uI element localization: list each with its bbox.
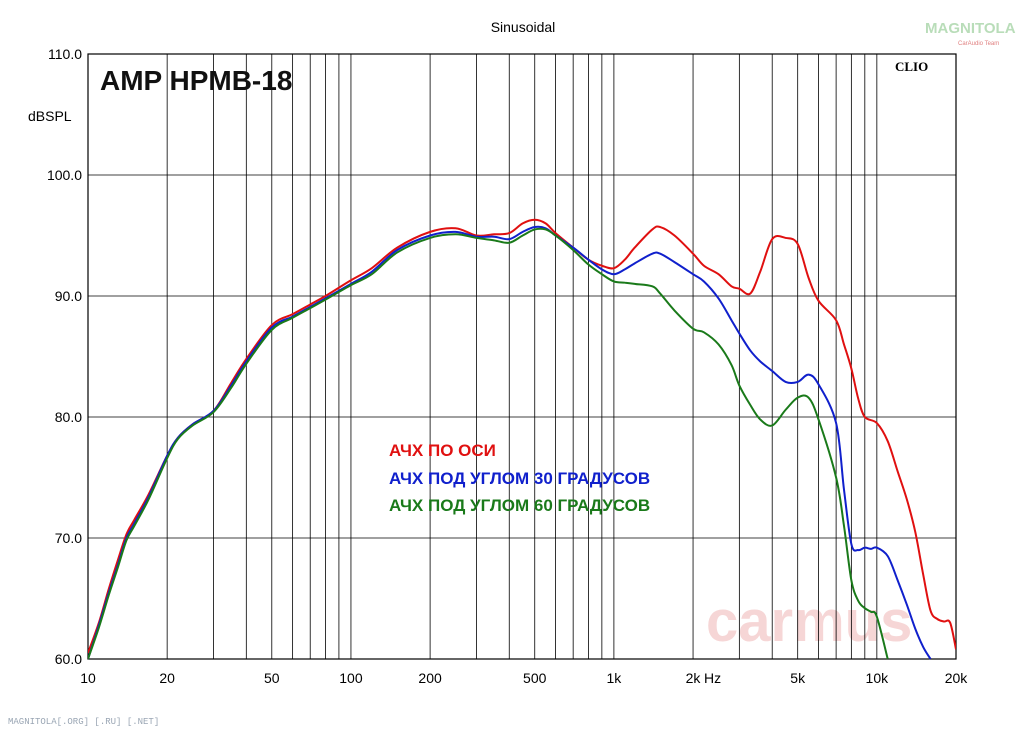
magnitola-logo-subtitle: CarAudio Team — [958, 41, 999, 47]
y-axis-label: dBSPL — [28, 108, 72, 124]
x-tick-label: 10k — [866, 670, 890, 686]
x-tick-label: 200 — [418, 670, 442, 686]
x-tick-label: 5k — [790, 670, 806, 686]
axes-layer: 10 20 50 100 200 500 1k 2k 5k 10k 20k 60.0 70.0 80.0 9… — [47, 46, 968, 686]
series-line-3 — [88, 227, 889, 660]
x-tick-label: 1k — [606, 670, 622, 686]
footer-watermark: MAGNITOLA[.ORG] [.RU] [.NET] — [8, 717, 159, 727]
watermark-layer: carmus MAGNITOLA CarAudio Team — [706, 20, 1016, 654]
label-layer: Sinusoidal dBSPL AMP HPMB-18 CLIO Hz MAG… — [8, 19, 928, 727]
y-tick-label: 60.0 — [55, 651, 82, 667]
x-axis-unit-label: Hz — [704, 670, 721, 686]
carmus-watermark: carmus — [706, 589, 912, 654]
x-tick-label: 20 — [159, 670, 175, 686]
y-tick-label: 100.0 — [47, 167, 82, 183]
x-tick-label: 50 — [264, 670, 280, 686]
y-tick-label: 80.0 — [55, 409, 82, 425]
x-tick-label: 100 — [339, 670, 363, 686]
series-layer — [88, 218, 956, 660]
plot-frame — [87, 53, 957, 660]
x-tick-label: 10 — [80, 670, 96, 686]
y-tick-label: 110.0 — [48, 46, 82, 62]
series-line-1 — [88, 218, 956, 654]
chart-title: Sinusoidal — [491, 19, 556, 35]
grid-layer — [87, 53, 957, 660]
y-tick-label: 90.0 — [55, 288, 82, 304]
y-tick-label: 70.0 — [55, 530, 82, 546]
legend-entry-1: АЧХ ПО ОСИ — [389, 441, 496, 460]
x-tick-label: 500 — [523, 670, 547, 686]
magnitola-logo: MAGNITOLA — [925, 20, 1016, 37]
clio-logo: CLIO — [895, 59, 928, 74]
legend-entry-2: АЧХ ПОД УГЛОМ 30 ГРАДУСОВ — [389, 469, 650, 488]
x-tick-label: 2k — [686, 670, 702, 686]
model-label: AMP HPMB-18 — [100, 65, 292, 96]
legend-entry-3: АЧХ ПОД УГЛОМ 60 ГРАДУСОВ — [389, 496, 650, 515]
x-tick-label: 20k — [945, 670, 969, 686]
legend: АЧХ ПО ОСИ АЧХ ПОД УГЛОМ 30 ГРАДУСОВ АЧХ П… — [389, 441, 650, 515]
